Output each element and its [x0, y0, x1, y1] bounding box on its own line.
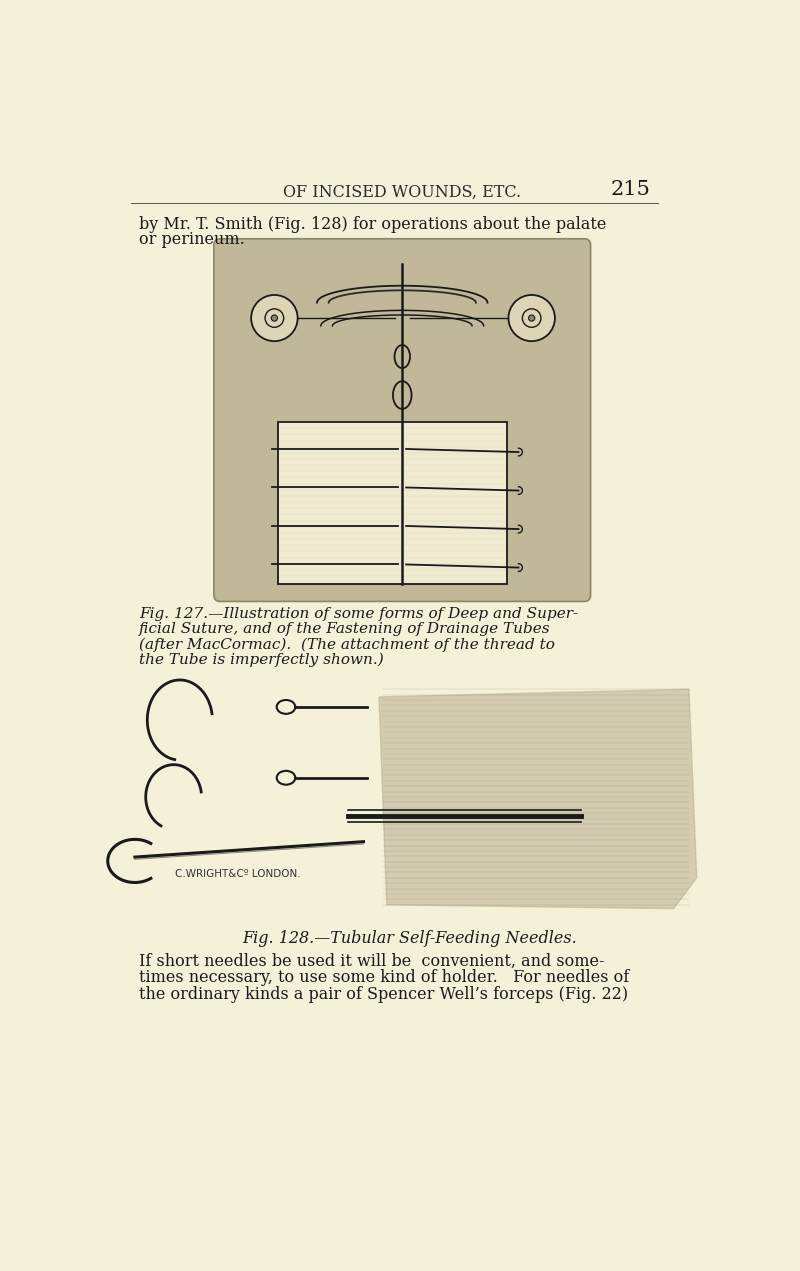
Text: Fig. 128.—Tubular Self-Feeding Needles.: Fig. 128.—Tubular Self-Feeding Needles.	[242, 930, 578, 947]
Text: ficial Suture, and of the Fastening of Drainage Tubes: ficial Suture, and of the Fastening of D…	[138, 623, 550, 637]
Text: Fig. 127.—Illustration of some forms of Deep and Super-: Fig. 127.—Illustration of some forms of …	[138, 606, 578, 620]
Text: C.WRIGHT&Cº LONDON.: C.WRIGHT&Cº LONDON.	[175, 869, 301, 880]
Ellipse shape	[394, 344, 410, 369]
Text: If short needles be used it will be  convenient, and some-: If short needles be used it will be conv…	[138, 953, 604, 970]
Polygon shape	[379, 689, 697, 909]
Circle shape	[251, 295, 298, 341]
Text: the Tube is imperfectly shown.): the Tube is imperfectly shown.)	[138, 653, 383, 667]
Circle shape	[529, 315, 534, 322]
Text: (after MacCormac).  (The attachment of the thread to: (after MacCormac). (The attachment of th…	[138, 638, 554, 652]
Circle shape	[271, 315, 278, 322]
Text: the ordinary kinds a pair of Spencer Well’s forceps (Fig. 22): the ordinary kinds a pair of Spencer Wel…	[138, 985, 628, 1003]
FancyBboxPatch shape	[214, 239, 590, 601]
Bar	[278, 422, 507, 583]
Ellipse shape	[277, 770, 295, 784]
Text: or perineum.: or perineum.	[138, 231, 245, 248]
Text: OF INCISED WOUNDS, ETC.: OF INCISED WOUNDS, ETC.	[283, 184, 522, 201]
Text: 215: 215	[611, 180, 651, 200]
Circle shape	[509, 295, 555, 341]
Text: by Mr. T. Smith (Fig. 128) for operations about the palate: by Mr. T. Smith (Fig. 128) for operation…	[138, 216, 606, 233]
Text: times necessary, to use some kind of holder.   For needles of: times necessary, to use some kind of hol…	[138, 970, 629, 986]
Ellipse shape	[277, 700, 295, 714]
Ellipse shape	[393, 381, 411, 409]
